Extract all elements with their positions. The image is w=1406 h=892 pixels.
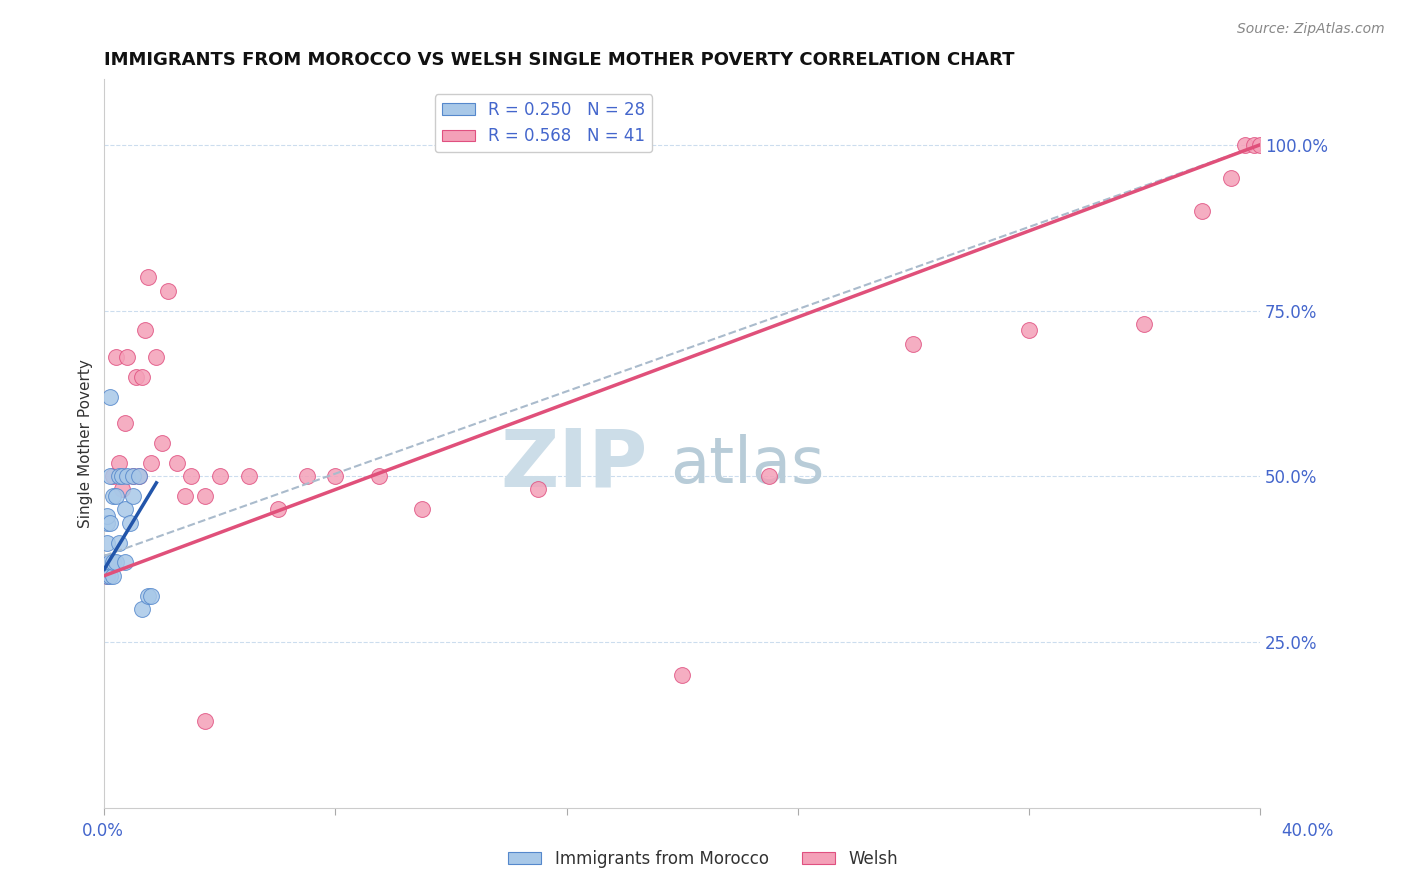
Point xyxy=(111,469,134,483)
Point xyxy=(1243,137,1265,152)
Point xyxy=(208,469,231,483)
Text: IMMIGRANTS FROM MOROCCO VS WELSH SINGLE MOTHER POVERTY CORRELATION CHART: IMMIGRANTS FROM MOROCCO VS WELSH SINGLE … xyxy=(104,51,1015,69)
Point xyxy=(101,489,124,503)
Point xyxy=(98,568,121,582)
Legend: R = 0.250   N = 28, R = 0.568   N = 41: R = 0.250 N = 28, R = 0.568 N = 41 xyxy=(434,95,652,152)
Point xyxy=(139,589,162,603)
Point xyxy=(267,502,290,516)
Point xyxy=(101,555,124,569)
Point xyxy=(122,469,145,483)
Point xyxy=(96,568,118,582)
Point xyxy=(104,555,127,569)
Point xyxy=(671,668,693,682)
Point xyxy=(96,535,118,549)
Text: ZIP: ZIP xyxy=(501,426,647,504)
Point xyxy=(131,601,153,615)
Point xyxy=(194,714,217,729)
Point xyxy=(122,469,145,483)
Point xyxy=(98,555,121,569)
Point xyxy=(101,568,124,582)
Legend: Immigrants from Morocco, Welsh: Immigrants from Morocco, Welsh xyxy=(501,844,905,875)
Point xyxy=(1220,171,1243,186)
Point xyxy=(120,516,142,530)
Point xyxy=(96,568,118,582)
Point xyxy=(174,489,197,503)
Point xyxy=(117,469,139,483)
Point xyxy=(114,416,136,430)
Text: Source: ZipAtlas.com: Source: ZipAtlas.com xyxy=(1237,22,1385,37)
Point xyxy=(98,555,121,569)
Point xyxy=(108,469,131,483)
Point xyxy=(367,469,389,483)
Point xyxy=(128,469,150,483)
Point xyxy=(758,469,780,483)
Point xyxy=(96,516,118,530)
Point xyxy=(117,350,139,364)
Point xyxy=(114,502,136,516)
Point xyxy=(1018,323,1040,337)
Point xyxy=(166,456,188,470)
Point xyxy=(1133,317,1156,331)
Point xyxy=(145,350,167,364)
Point xyxy=(1191,204,1213,219)
Point xyxy=(104,350,127,364)
Point xyxy=(125,369,148,384)
Point xyxy=(98,516,121,530)
Point xyxy=(295,469,318,483)
Point xyxy=(325,469,347,483)
Point xyxy=(238,469,260,483)
Text: 0.0%: 0.0% xyxy=(82,822,124,840)
Point xyxy=(411,502,433,516)
Point xyxy=(122,489,145,503)
Point xyxy=(108,456,131,470)
Point xyxy=(96,555,118,569)
Text: atlas: atlas xyxy=(671,434,825,496)
Point xyxy=(156,284,179,298)
Point xyxy=(150,436,173,450)
Y-axis label: Single Mother Poverty: Single Mother Poverty xyxy=(79,359,93,527)
Point xyxy=(194,489,217,503)
Point xyxy=(101,469,124,483)
Point xyxy=(180,469,202,483)
Point xyxy=(134,323,156,337)
Point xyxy=(98,469,121,483)
Point xyxy=(111,483,134,497)
Point xyxy=(98,390,121,404)
Point xyxy=(108,535,131,549)
Text: 40.0%: 40.0% xyxy=(1281,822,1334,840)
Point xyxy=(96,508,118,523)
Point xyxy=(128,469,150,483)
Point xyxy=(1249,137,1271,152)
Point xyxy=(526,483,548,497)
Point xyxy=(136,589,159,603)
Point xyxy=(139,456,162,470)
Point xyxy=(114,555,136,569)
Point xyxy=(131,369,153,384)
Point xyxy=(104,489,127,503)
Point xyxy=(136,270,159,285)
Point xyxy=(1234,137,1257,152)
Point xyxy=(903,336,925,351)
